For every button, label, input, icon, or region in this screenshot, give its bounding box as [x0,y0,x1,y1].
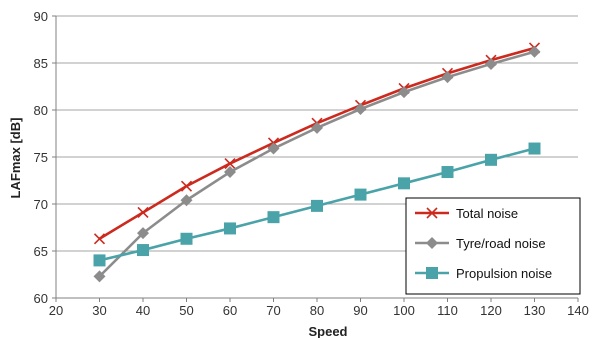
y-tick-label: 80 [34,103,48,118]
series-1 [93,45,541,283]
y-tick-label: 65 [34,244,48,259]
series-group [93,42,541,283]
legend-label: Tyre/road noise [456,236,546,251]
legend-marker [426,207,438,219]
data-point [180,180,193,192]
data-point [311,121,323,134]
x-tick-labels: 20 30 40 50 60 70 80 90 100 110 120 130 140 [49,303,589,318]
data-point [528,45,541,58]
x-tick-label: 130 [524,303,546,318]
data-point [180,232,193,245]
y-tick-label: 75 [34,150,48,165]
legend: Total noise Tyre/road noise Propulsion noi… [405,197,581,295]
marker-stroke [426,207,438,219]
x-tick-label: 50 [179,303,193,318]
data-point [398,86,410,99]
legend-label: Propulsion noise [456,266,552,281]
marker-stroke [224,158,236,170]
x-tick-label: 110 [437,303,458,318]
y-tick-label: 90 [34,9,48,24]
data-point [137,206,149,219]
data-point [224,166,236,179]
x-tick-label: 100 [393,303,415,318]
x-tick-label: 30 [92,303,106,318]
data-point [354,188,367,201]
y-tick-labels: 60 65 70 75 80 85 90 [34,9,48,306]
x-tick-label: 20 [49,303,63,318]
data-point [398,177,410,190]
x-tick-label: 40 [136,303,150,318]
data-point [93,270,106,283]
x-tick-label: 60 [223,303,237,318]
data-point [267,211,280,224]
x-tick-label: 140 [567,303,589,318]
data-point [93,254,106,267]
x-axis-title: Speed [308,324,347,338]
legend-label: Total noise [456,206,518,221]
data-point [93,233,106,245]
y-tick-label: 70 [34,197,48,212]
series-2 [93,142,541,267]
legend-marker [426,267,438,279]
marker-stroke [137,206,149,219]
x-tick-label: 70 [266,303,280,318]
y-axis-title: LAFmax [dB] [8,118,23,199]
marker-stroke [180,180,193,192]
data-point [354,103,367,116]
data-point [224,222,236,235]
data-point [485,153,497,166]
data-point [528,142,541,155]
data-point [441,166,454,179]
data-point [137,244,149,257]
data-point [485,57,497,70]
data-point [224,158,236,170]
data-point [137,227,149,240]
y-tick-label: 85 [34,56,48,71]
legend-marker [426,237,438,249]
data-point [441,71,454,84]
axes [52,15,579,302]
data-point [311,199,323,212]
x-tick-label: 120 [480,303,502,318]
marker-stroke [93,233,106,245]
x-tick-label: 90 [353,303,367,318]
x-tick-label: 80 [310,303,324,318]
data-point [267,142,280,155]
y-tick-label: 60 [34,291,48,306]
data-point [180,194,193,207]
